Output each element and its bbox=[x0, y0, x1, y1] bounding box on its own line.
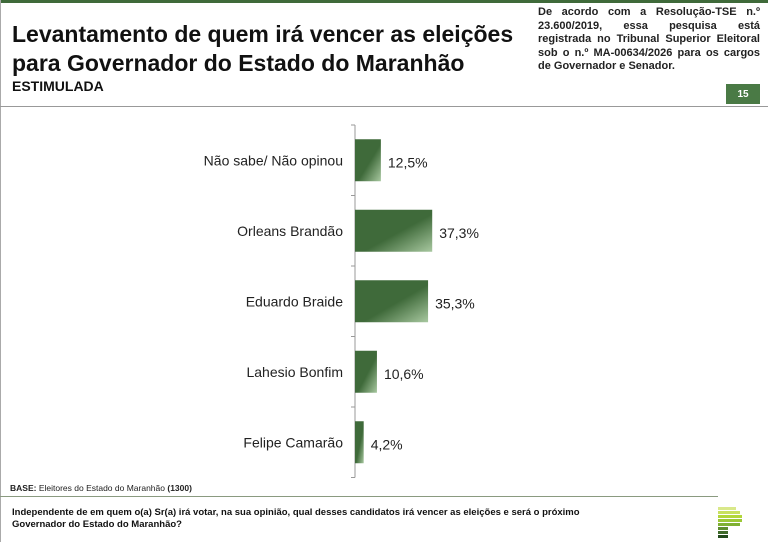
bar bbox=[355, 209, 433, 252]
data-label: 4,2% bbox=[371, 436, 403, 452]
page-title: Levantamento de quem irá vencer as eleiç… bbox=[12, 21, 514, 76]
left-border bbox=[0, 0, 1, 542]
data-label: 12,5% bbox=[388, 154, 428, 170]
page-number: 15 bbox=[726, 84, 760, 104]
page-subtitle: ESTIMULADA bbox=[12, 78, 104, 94]
data-label: 35,3% bbox=[435, 295, 475, 311]
bar bbox=[355, 280, 429, 323]
category-label: Eduardo Braide bbox=[246, 293, 344, 309]
registration-note: De acordo com a Resolução-TSE n.º 23.600… bbox=[538, 6, 760, 72]
top-bar bbox=[0, 0, 768, 3]
bar bbox=[355, 350, 377, 393]
survey-question: Independente de em quem o(a) Sr(a) irá v… bbox=[12, 507, 580, 530]
data-label: 37,3% bbox=[439, 225, 479, 241]
category-label: Não sabe/ Não opinou bbox=[204, 152, 343, 168]
footer-divider bbox=[0, 496, 718, 497]
data-label: 10,6% bbox=[384, 366, 424, 382]
bar bbox=[355, 421, 364, 464]
base-note: BASE: Eleitores do Estado do Maranhão (1… bbox=[10, 483, 192, 493]
category-label: Lahesio Bonfim bbox=[246, 364, 343, 380]
category-label: Orleans Brandão bbox=[237, 223, 343, 239]
header-divider bbox=[0, 106, 768, 107]
bar bbox=[355, 139, 381, 182]
company-logo bbox=[718, 507, 742, 538]
category-label: Felipe Camarão bbox=[243, 434, 343, 450]
bar-chart: Não sabe/ Não opinou 12,5% Orleans Brandão… bbox=[204, 124, 479, 478]
